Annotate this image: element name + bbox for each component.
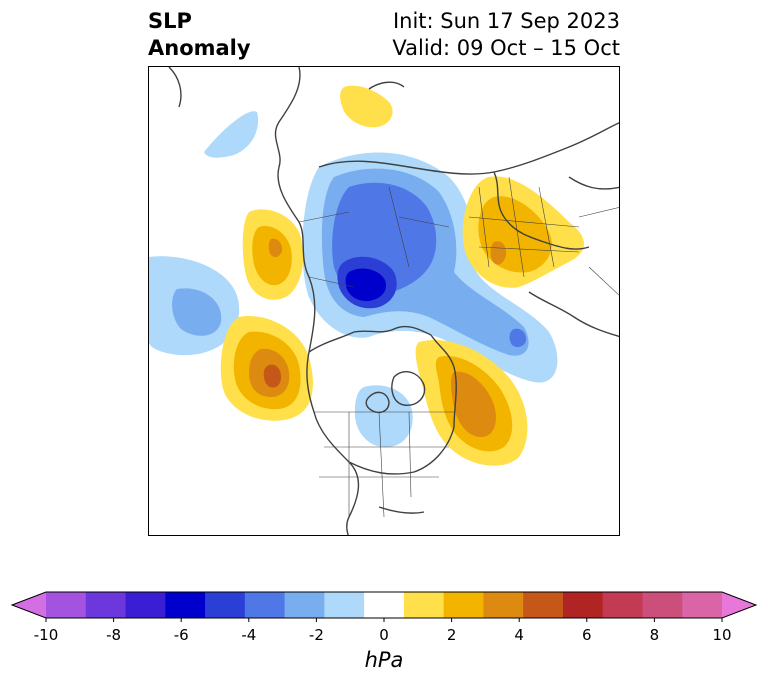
title-line-2: Anomaly [148, 36, 251, 60]
anomaly-siberia-high-3 [490, 241, 507, 265]
colorbar-extend-min [12, 592, 46, 618]
map-panel [148, 66, 620, 536]
anomaly-map [149, 67, 619, 535]
colorbar-bin [642, 592, 683, 618]
colorbar-bin [125, 592, 166, 618]
anomaly-north-pacific-low-inner [172, 288, 222, 336]
colorbar-tick-label: 2 [446, 626, 457, 644]
colorbar-tick-label: -2 [308, 626, 324, 644]
colorbar-bin [284, 592, 325, 618]
colorbar-tick-label: 6 [582, 626, 592, 644]
colorbar-bin [205, 592, 246, 618]
anomaly-alaska-high-4 [263, 364, 281, 388]
colorbar-bin [244, 592, 286, 618]
colorbar-tick-label: -6 [173, 626, 189, 644]
colorbar-bin [403, 592, 445, 618]
anomaly-nw-america-high-3 [268, 238, 283, 258]
map-subtitle: Init: Sun 17 Sep 2023 Valid: 09 Oct – 15… [392, 8, 620, 62]
colorbar-bin [364, 592, 405, 618]
coastlines [168, 67, 619, 535]
colorbar [10, 591, 758, 622]
colorbar-tick-label: -8 [106, 626, 122, 644]
colorbar-bin [46, 592, 87, 618]
colorbar-tick-label: -4 [241, 626, 257, 644]
colorbar-tick-label: -10 [33, 626, 59, 644]
colorbar-extend-max [722, 592, 756, 618]
anomaly-small-low-atlantic [509, 328, 527, 348]
colorbar-label: hPa [364, 648, 404, 672]
colorbar-bin [165, 592, 206, 618]
colorbar-bin [523, 592, 564, 618]
political-borders [298, 176, 619, 518]
colorbar-bin [483, 592, 524, 618]
colorbar-tick-label: 10 [712, 626, 732, 644]
init-date: Init: Sun 17 Sep 2023 [392, 9, 620, 33]
anomaly-contours [149, 85, 584, 466]
valid-range: Valid: 09 Oct – 15 Oct [392, 36, 620, 60]
colorbar-bin [85, 592, 127, 618]
anomaly-hudson-bay-low [354, 385, 413, 448]
colorbar-bin [602, 592, 643, 618]
anomaly-small-low-nw [204, 111, 259, 158]
anomaly-arctic-low-6 [345, 268, 387, 302]
colorbar-tick-label: 8 [649, 626, 660, 644]
colorbar-tick-label: 4 [514, 626, 524, 644]
colorbar-bin [324, 592, 365, 618]
map-title: SLP Anomaly [148, 8, 251, 62]
colorbar-tick-label: 0 [379, 626, 389, 644]
anomaly-atlantic-high-3 [450, 371, 496, 437]
title-line-1: SLP [148, 9, 192, 33]
colorbar-bin [443, 592, 484, 618]
anomaly-scandinavia-high [340, 85, 393, 128]
colorbar-bin [682, 592, 723, 618]
colorbar-bin [562, 592, 604, 618]
